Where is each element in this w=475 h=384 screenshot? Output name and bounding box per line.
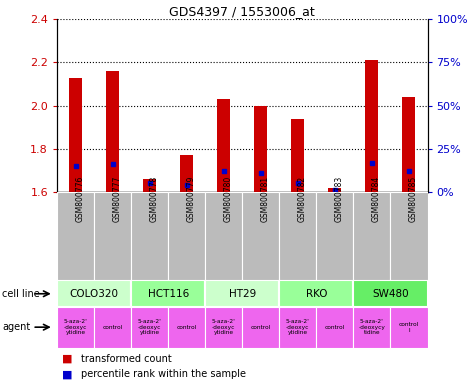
- Bar: [291, 119, 304, 192]
- Text: SW480: SW480: [372, 289, 409, 299]
- Bar: [316, 192, 353, 280]
- Text: control: control: [103, 325, 123, 330]
- Text: GSM800776: GSM800776: [76, 176, 85, 222]
- Bar: [57, 192, 94, 280]
- Text: GSM800781: GSM800781: [261, 176, 270, 222]
- Text: control: control: [177, 325, 197, 330]
- Bar: [94, 192, 131, 280]
- Text: COLO320: COLO320: [69, 289, 119, 299]
- Bar: [217, 99, 230, 192]
- Bar: [168, 307, 205, 348]
- Bar: [353, 192, 390, 280]
- Text: control: control: [251, 325, 271, 330]
- Bar: [205, 280, 279, 307]
- Text: RKO: RKO: [305, 289, 327, 299]
- Bar: [365, 60, 379, 192]
- Bar: [180, 155, 193, 192]
- Bar: [131, 280, 205, 307]
- Text: GSM800779: GSM800779: [187, 176, 196, 222]
- Text: 5-aza-2'
-deoxyc
ytidine: 5-aza-2' -deoxyc ytidine: [286, 319, 310, 335]
- Text: GSM800778: GSM800778: [150, 176, 159, 222]
- Text: GSM800777: GSM800777: [113, 176, 122, 222]
- Bar: [353, 307, 390, 348]
- Bar: [328, 188, 342, 192]
- Bar: [205, 192, 242, 280]
- Text: ■: ■: [62, 369, 72, 379]
- Bar: [279, 192, 316, 280]
- Bar: [168, 192, 205, 280]
- Bar: [131, 307, 168, 348]
- Bar: [131, 192, 168, 280]
- Text: GSM800785: GSM800785: [409, 176, 418, 222]
- Bar: [94, 307, 131, 348]
- Text: 5-aza-2'
-deoxyc
ytidine: 5-aza-2' -deoxyc ytidine: [138, 319, 162, 335]
- Text: HCT116: HCT116: [148, 289, 189, 299]
- Bar: [353, 280, 428, 307]
- Bar: [242, 192, 279, 280]
- Text: GSM800782: GSM800782: [298, 176, 307, 222]
- Text: GSM800780: GSM800780: [224, 176, 233, 222]
- Bar: [390, 192, 428, 280]
- Bar: [57, 280, 131, 307]
- Bar: [143, 179, 156, 192]
- Bar: [402, 97, 416, 192]
- Bar: [205, 307, 242, 348]
- Bar: [57, 307, 94, 348]
- Bar: [69, 78, 82, 192]
- Title: GDS4397 / 1553006_at: GDS4397 / 1553006_at: [170, 5, 315, 18]
- Bar: [279, 280, 353, 307]
- Text: percentile rank within the sample: percentile rank within the sample: [81, 369, 246, 379]
- Bar: [242, 307, 279, 348]
- Bar: [390, 307, 428, 348]
- Bar: [106, 71, 119, 192]
- Text: agent: agent: [2, 322, 30, 333]
- Text: HT29: HT29: [228, 289, 256, 299]
- Bar: [279, 307, 316, 348]
- Text: 5-aza-2'
-deoxyc
ytidine: 5-aza-2' -deoxyc ytidine: [64, 319, 87, 335]
- Bar: [316, 307, 353, 348]
- Text: ■: ■: [62, 354, 72, 364]
- Text: GSM800784: GSM800784: [372, 176, 381, 222]
- Text: 5-aza-2'
-deoxycy
tidine: 5-aza-2' -deoxycy tidine: [359, 319, 385, 335]
- Text: 5-aza-2'
-deoxyc
ytidine: 5-aza-2' -deoxyc ytidine: [212, 319, 236, 335]
- Bar: [254, 106, 267, 192]
- Text: cell line: cell line: [2, 289, 40, 299]
- Text: control
l: control l: [399, 322, 419, 333]
- Text: transformed count: transformed count: [81, 354, 171, 364]
- Text: GSM800783: GSM800783: [335, 176, 344, 222]
- Text: control: control: [325, 325, 345, 330]
